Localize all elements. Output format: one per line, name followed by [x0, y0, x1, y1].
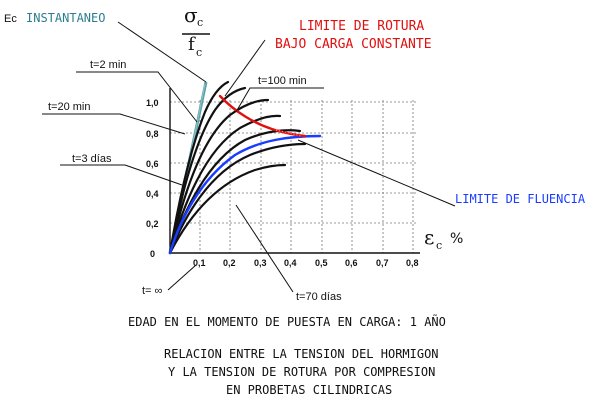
leader-tinf	[167, 264, 197, 291]
leader-t70dias	[235, 204, 294, 293]
x-tick-label: 0,5	[315, 258, 328, 268]
curve-t100min	[168, 98, 270, 255]
leader-lines	[42, 21, 456, 293]
leader-t20min	[42, 113, 186, 135]
tinf-label: t= ∞	[142, 285, 162, 297]
leader-t100min	[235, 87, 324, 113]
f-symbol: f	[188, 34, 196, 55]
ec-label: Ec	[4, 13, 17, 25]
limite-rotura-label: LIMITE DE ROTURA	[299, 19, 424, 34]
curve-b	[168, 129, 302, 255]
curve-t20min	[168, 86, 247, 255]
caption-line-2: Y LA TENSION DE ROTURA POR COMPRESION	[168, 365, 435, 379]
caption-line-3: EN PROBETAS CILINDRICAS	[226, 383, 392, 397]
y-tick-labels: 1,0 0,8 0,6 0,4 0,2 0	[146, 98, 159, 259]
curve-t3dias	[168, 142, 307, 255]
t70dias-label: t=70 días	[296, 291, 342, 303]
captions: EDAD EN EL MOMENTO DE PUESTA EN CARGA: 1…	[128, 314, 446, 397]
t100min-label: t=100 min	[258, 75, 307, 87]
bajo-carga-label: BAJO CARGA CONSTANTE	[275, 37, 432, 52]
caption-line-1: RELACION ENTRE LA TENSION DEL HORMIGON	[164, 347, 439, 361]
creep-curves	[168, 80, 307, 255]
y-tick-label: 1,0	[146, 98, 159, 108]
x-tick-label: 0,3	[254, 258, 267, 268]
x-tick-label: 0,8	[406, 258, 419, 268]
sigma-symbol: σ	[184, 3, 198, 27]
y-tick-label: 0,2	[146, 219, 159, 229]
y-tick-label: 0,4	[146, 189, 159, 199]
t2min-label: t=2 min	[90, 59, 126, 71]
leader-t3dias	[60, 164, 183, 186]
epsilon-symbol: ε	[424, 225, 434, 249]
y-tick-label: 0,6	[146, 159, 159, 169]
leader-fluencia	[297, 139, 456, 207]
curve-a	[168, 114, 282, 255]
leader-t2min	[76, 71, 198, 123]
x-tick-label: 0,2	[223, 258, 236, 268]
limite-fluencia-label: LIMITE DE FLUENCIA	[455, 192, 586, 206]
t20min-label: t=20 min	[48, 101, 91, 113]
edad-caption: EDAD EN EL MOMENTO DE PUESTA EN CARGA: 1…	[128, 314, 446, 329]
curve-t70dias	[168, 163, 287, 255]
instantaneo-label: INSTANTANEO	[26, 11, 105, 25]
sigma-subscript: c	[197, 16, 203, 29]
x-tick-label: 0,7	[376, 258, 389, 268]
y-axis-title: σ c f c	[182, 3, 210, 59]
t3dias-label: t=3 días	[72, 153, 112, 165]
x-tick-label: 0,6	[345, 258, 358, 268]
epsilon-subscript: c	[436, 239, 442, 252]
leader-instantaneo	[117, 21, 207, 83]
axes	[169, 88, 420, 254]
curve-labels: Ec INSTANTANEO LIMITE DE ROTURA BAJO CAR…	[4, 11, 586, 303]
x-tick-labels: 0,1 0,2 0,3 0,4 0,5 0,6 0,7 0,8	[193, 258, 419, 268]
percent-symbol: %	[450, 231, 463, 247]
x-tick-label: 0,1	[193, 258, 206, 268]
x-tick-label: 0,4	[284, 258, 297, 268]
x-axis-title: ε c %	[424, 225, 463, 252]
grid	[170, 100, 418, 253]
leader-rotura	[224, 39, 266, 97]
y-tick-label: 0,8	[146, 129, 159, 139]
y-tick-label: 0	[150, 249, 155, 259]
fluencia-curve	[168, 134, 322, 255]
rotura-curve	[218, 94, 307, 138]
f-subscript: c	[196, 46, 202, 59]
